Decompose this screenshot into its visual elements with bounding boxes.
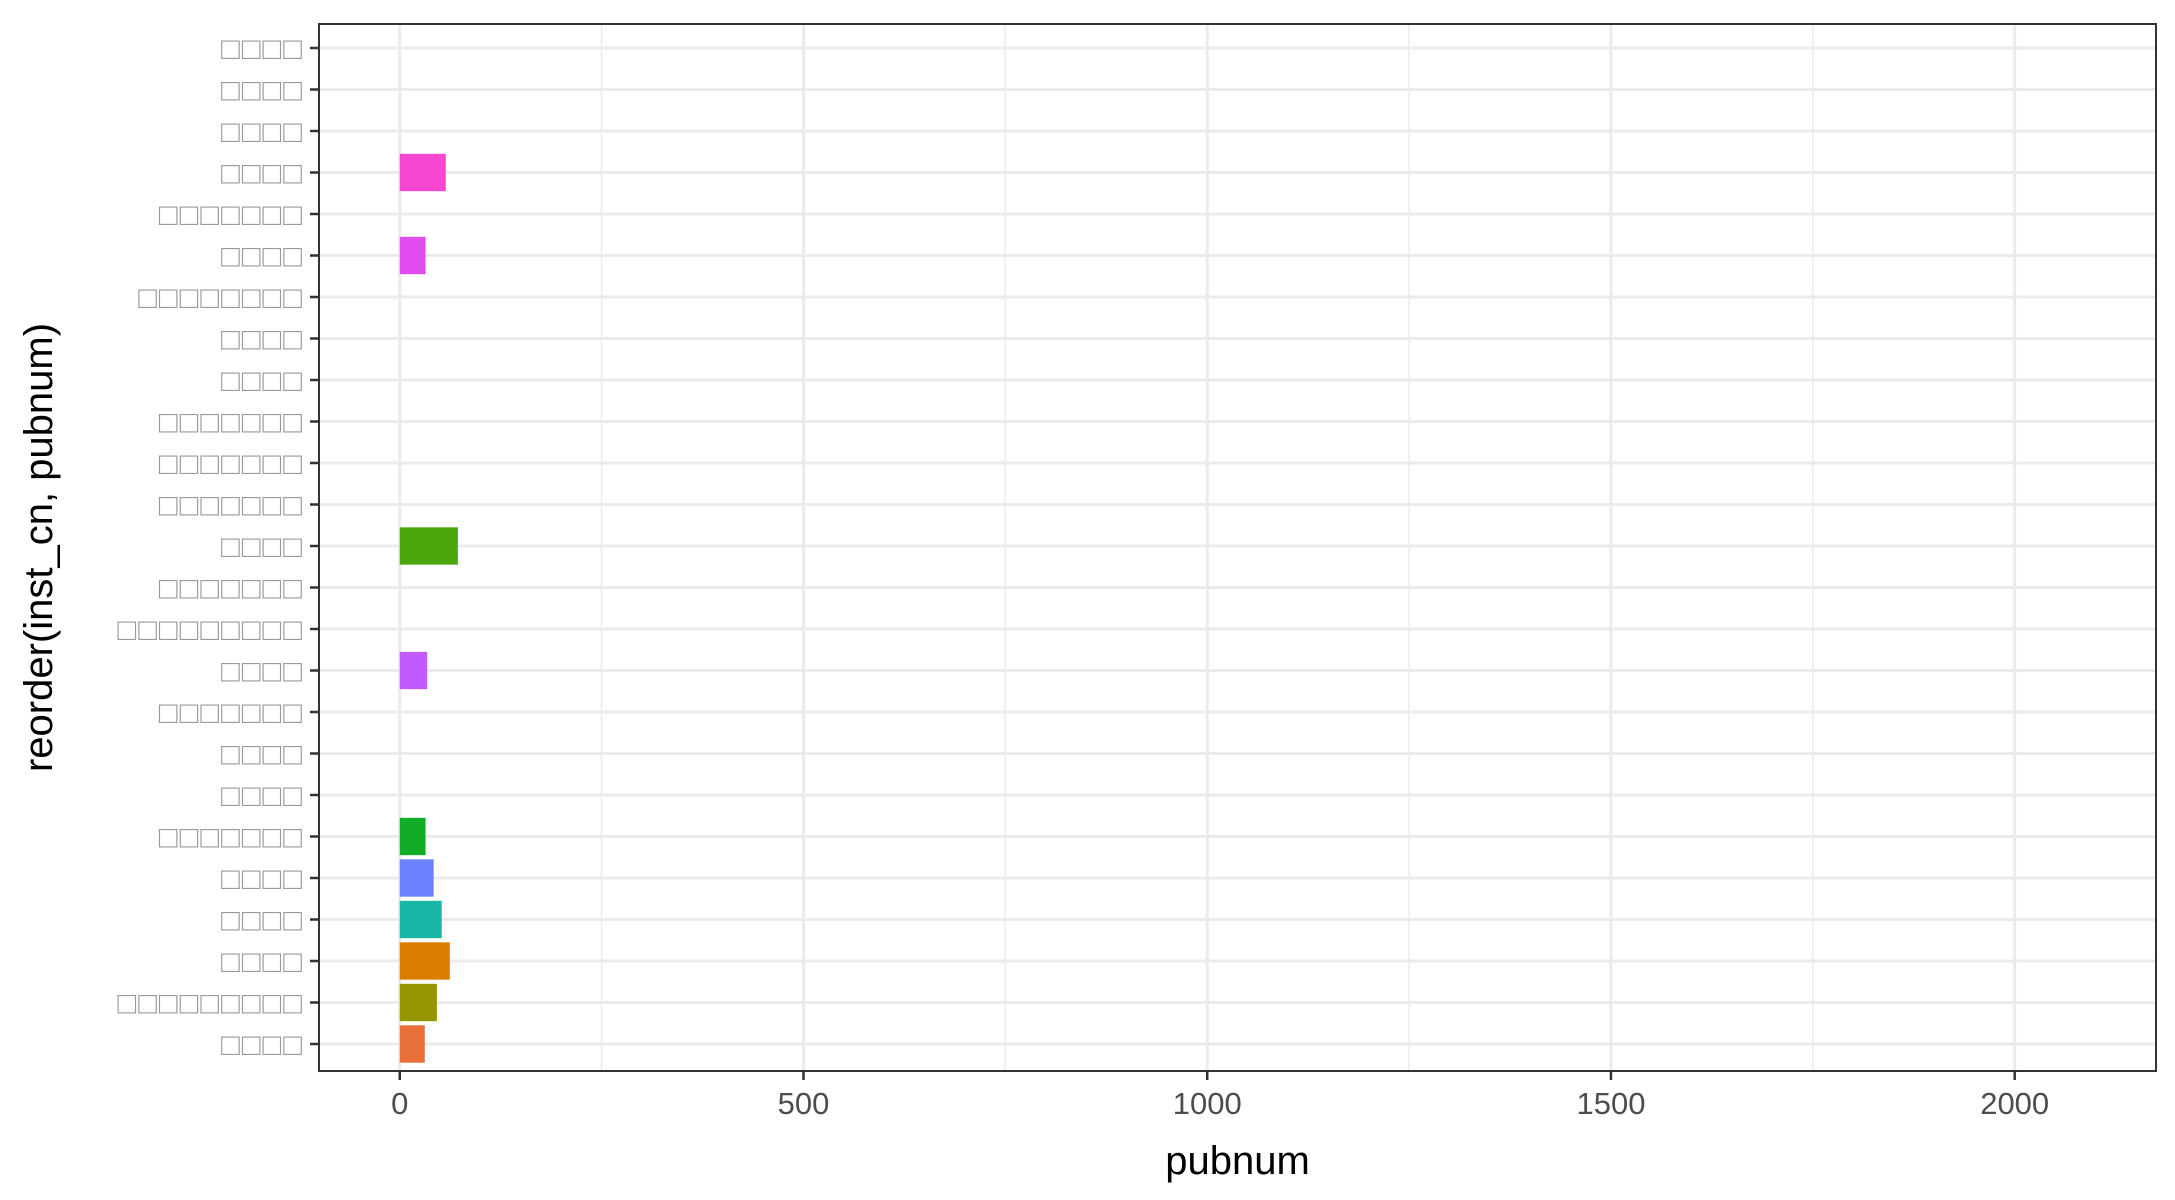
x-axis-label: pubnum — [1165, 1139, 1310, 1183]
y-tick-label: □□□□□□□□□ — [117, 986, 304, 1021]
y-tick-label: □□□□ — [221, 156, 304, 191]
y-tick-label: □□□□ — [221, 903, 304, 938]
bar — [399, 236, 426, 275]
y-tick-label: □□□□ — [221, 114, 304, 149]
bar — [399, 942, 450, 980]
y-tick-label: □□□□ — [221, 654, 304, 689]
y-axis-ticks: □□□□□□□□□□□□□□□□□□□□□□□□□□□□□□□□□□□□□□□□… — [117, 31, 319, 1062]
x-tick-label: 500 — [778, 1086, 830, 1121]
x-tick-label: 1000 — [1173, 1086, 1242, 1121]
y-tick-label: □□□□□□□ — [159, 488, 304, 523]
y-tick-label: □□□□ — [221, 529, 304, 564]
y-tick-label: □□□□ — [221, 737, 304, 772]
bars — [399, 153, 458, 1063]
y-tick-label: □□□□ — [221, 239, 304, 274]
y-tick-label: □□□□□□□ — [159, 695, 304, 730]
y-tick-label: □□□□ — [221, 363, 304, 398]
bar — [399, 651, 428, 690]
x-axis-ticks: 0 500 1000 1500 2000 — [391, 1071, 2049, 1121]
bar — [399, 859, 434, 897]
grid-major — [319, 24, 2156, 1071]
y-tick-label: □□□□□□□ — [159, 446, 304, 481]
y-tick-label: □□□□□□□ — [159, 820, 304, 855]
y-axis-label: reorder(inst_cn, pubnum) — [17, 323, 61, 772]
x-tick-label: 1500 — [1576, 1086, 1645, 1121]
bar — [399, 983, 437, 1022]
y-tick-label: □□□□□□□□□ — [117, 612, 304, 647]
y-tick-label: □□□□ — [221, 778, 304, 813]
y-tick-label: □□□□ — [221, 944, 304, 979]
x-tick-label: 2000 — [1980, 1086, 2049, 1121]
y-tick-label: □□□□ — [221, 322, 304, 357]
panel-border — [318, 23, 2157, 1072]
bar — [399, 817, 426, 856]
y-tick-label: □□□□□□□ — [159, 571, 304, 606]
y-tick-label: □□□□ — [221, 1027, 304, 1062]
bar — [399, 153, 446, 192]
y-tick-label: □□□□ — [221, 73, 304, 108]
y-tick-label: □□□□ — [221, 861, 304, 896]
y-tick-label: □□□□ — [221, 31, 304, 66]
bar — [399, 900, 442, 939]
y-tick-label: □□□□□□□□ — [138, 280, 304, 315]
bar — [399, 527, 458, 565]
bar — [399, 1025, 425, 1063]
x-tick-label: 0 — [391, 1086, 408, 1121]
y-tick-label: □□□□□□□ — [159, 197, 304, 232]
y-tick-label: □□□□□□□ — [159, 405, 304, 440]
